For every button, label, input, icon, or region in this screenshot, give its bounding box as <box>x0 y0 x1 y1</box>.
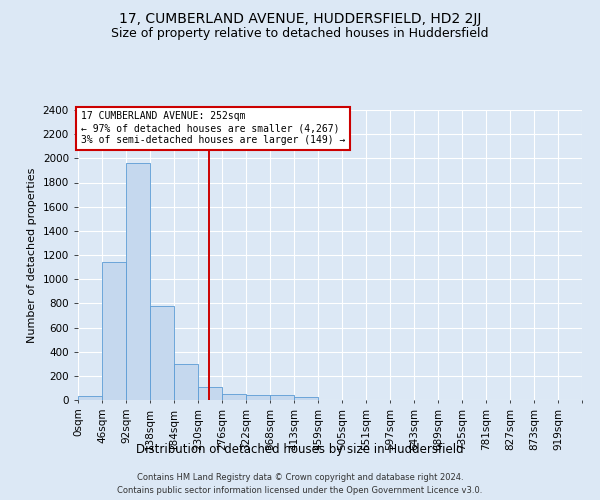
Bar <box>126 163 150 400</box>
Text: 17, CUMBERLAND AVENUE, HUDDERSFIELD, HD2 2JJ: 17, CUMBERLAND AVENUE, HUDDERSFIELD, HD2… <box>119 12 481 26</box>
Bar <box>294 398 318 400</box>
Bar <box>270 396 294 400</box>
Text: Distribution of detached houses by size in Huddersfield: Distribution of detached houses by size … <box>136 442 464 456</box>
Bar <box>222 394 246 400</box>
Bar <box>150 306 174 400</box>
Text: Size of property relative to detached houses in Huddersfield: Size of property relative to detached ho… <box>111 28 489 40</box>
Text: Contains HM Land Registry data © Crown copyright and database right 2024.
Contai: Contains HM Land Registry data © Crown c… <box>118 472 482 494</box>
Text: 17 CUMBERLAND AVENUE: 252sqm
← 97% of detached houses are smaller (4,267)
3% of : 17 CUMBERLAND AVENUE: 252sqm ← 97% of de… <box>80 112 345 144</box>
Y-axis label: Number of detached properties: Number of detached properties <box>27 168 37 342</box>
Bar <box>102 262 126 400</box>
Bar <box>78 396 102 400</box>
Bar <box>246 395 270 400</box>
Bar <box>198 388 222 400</box>
Bar <box>174 364 198 400</box>
